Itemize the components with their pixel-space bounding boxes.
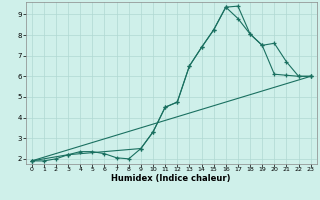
X-axis label: Humidex (Indice chaleur): Humidex (Indice chaleur) <box>111 174 231 183</box>
